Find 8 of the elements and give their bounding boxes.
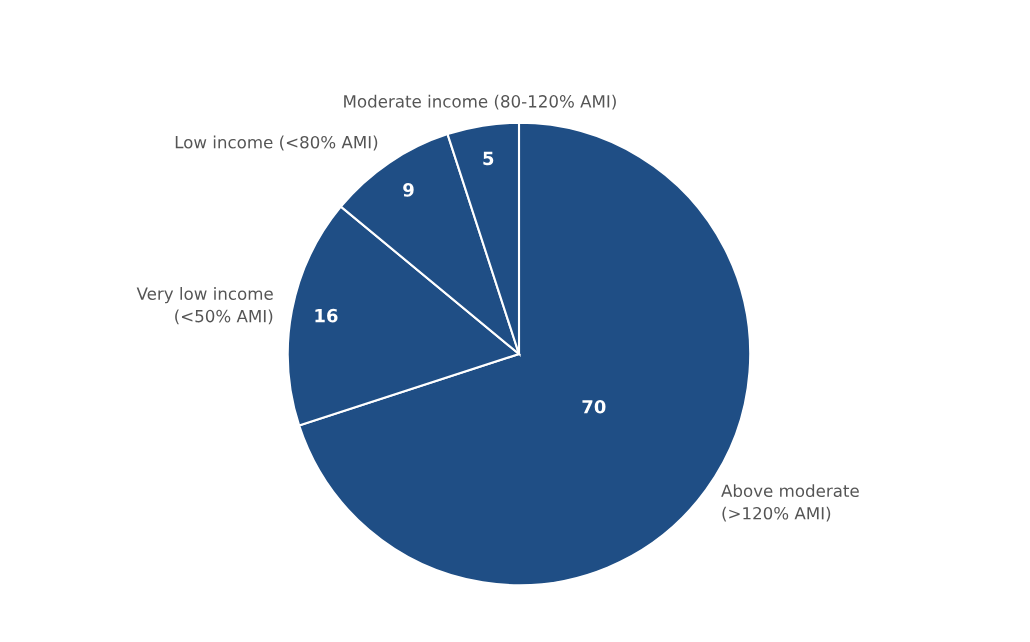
slice-label: Moderate income (80-120% AMI) [344,94,616,110]
slice-label: Low income (<80% AMI) [175,135,378,151]
data-label: 9 [403,183,414,197]
data-label: 16 [315,308,338,323]
data-label: 70 [582,399,606,414]
slice-label: Above moderate (>120% AMI) [721,484,859,522]
slice-label: Very low income (<50% AMI) [136,287,273,325]
data-label: 5 [483,151,494,166]
